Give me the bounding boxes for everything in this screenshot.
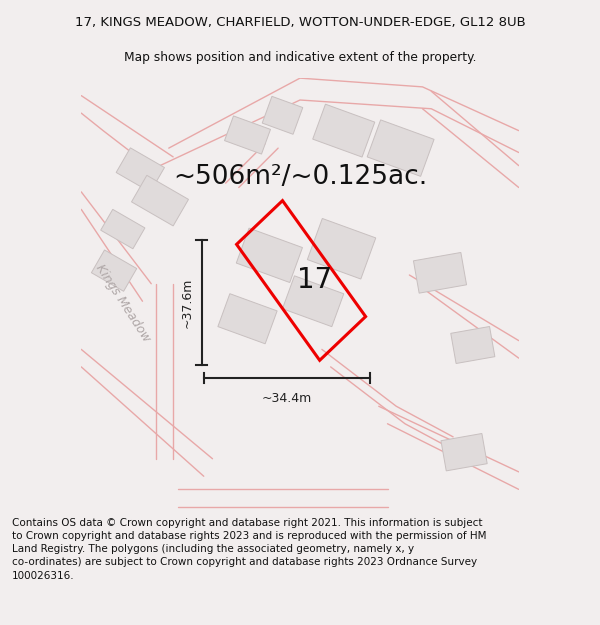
- Text: Kings Meadow: Kings Meadow: [93, 262, 153, 344]
- Polygon shape: [307, 219, 376, 279]
- Polygon shape: [116, 148, 164, 192]
- Polygon shape: [101, 209, 145, 249]
- Polygon shape: [413, 253, 467, 293]
- Polygon shape: [218, 294, 277, 344]
- Polygon shape: [441, 434, 487, 471]
- Polygon shape: [91, 250, 137, 291]
- Polygon shape: [313, 104, 375, 157]
- Text: Map shows position and indicative extent of the property.: Map shows position and indicative extent…: [124, 51, 476, 64]
- Polygon shape: [236, 228, 302, 282]
- Polygon shape: [283, 276, 344, 327]
- Text: ~37.6m: ~37.6m: [181, 277, 194, 328]
- Polygon shape: [451, 326, 495, 364]
- Text: 17: 17: [296, 266, 332, 294]
- Text: ~506m²/~0.125ac.: ~506m²/~0.125ac.: [173, 164, 427, 189]
- Text: 17, KINGS MEADOW, CHARFIELD, WOTTON-UNDER-EDGE, GL12 8UB: 17, KINGS MEADOW, CHARFIELD, WOTTON-UNDE…: [74, 16, 526, 29]
- Polygon shape: [131, 176, 188, 226]
- Polygon shape: [367, 120, 434, 176]
- Polygon shape: [262, 96, 303, 134]
- Text: Contains OS data © Crown copyright and database right 2021. This information is : Contains OS data © Crown copyright and d…: [12, 518, 487, 581]
- Polygon shape: [224, 116, 271, 154]
- Text: ~34.4m: ~34.4m: [262, 392, 312, 405]
